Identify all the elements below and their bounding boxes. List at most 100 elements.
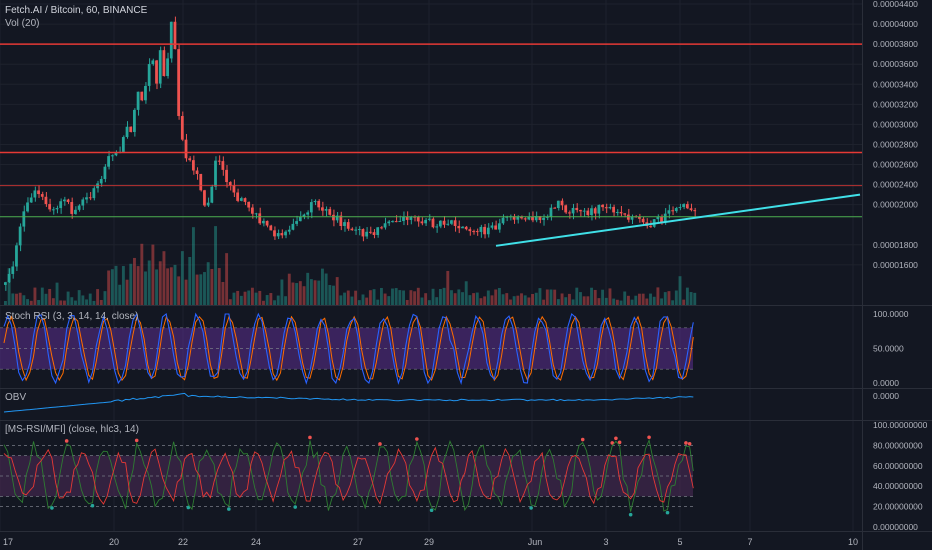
volume-bar (276, 295, 280, 305)
volume-bar (335, 277, 339, 305)
ms-overbought-dot (415, 437, 419, 441)
volume-bar (309, 279, 313, 305)
candle-body (346, 222, 350, 229)
candle-body (265, 220, 269, 226)
candle-body (405, 216, 409, 220)
volume-bar (674, 290, 678, 305)
candle-body (29, 197, 33, 203)
candle-body (553, 207, 557, 209)
volume-bar (534, 292, 538, 305)
volume-bar (140, 243, 144, 305)
candle-body (354, 229, 357, 231)
candle-body (221, 161, 225, 170)
candle-body (545, 216, 549, 218)
volume-bar (413, 291, 417, 305)
volume-bar (405, 299, 409, 305)
volume-bar (29, 300, 33, 305)
volume-bar (51, 298, 55, 305)
volume-bar (564, 297, 568, 305)
price-tick-label: 0.00003200 (873, 99, 918, 109)
volume-bar (70, 297, 74, 305)
volume-bar (579, 292, 582, 305)
volume-bar (262, 300, 265, 305)
volume-bar (302, 286, 306, 305)
volume-bar (520, 293, 523, 305)
candle-body (214, 160, 217, 187)
volume-bar (512, 296, 516, 305)
volume-bar (225, 253, 229, 305)
volume-bar (324, 273, 328, 305)
volume-bar (15, 293, 18, 305)
volume-bar (394, 288, 398, 305)
volume-bar (62, 300, 66, 305)
volume-bar (604, 297, 608, 305)
volume-bar (538, 288, 542, 305)
volume-bar (280, 279, 284, 305)
candle-body (147, 64, 151, 86)
candle-body (468, 229, 472, 232)
volume-bar (166, 268, 170, 305)
ms-oversold-dot (529, 506, 533, 510)
volume-bar (103, 291, 107, 305)
volume-bar (85, 299, 88, 305)
volume-bar (549, 289, 553, 305)
stoch-tick-label: 0.0000 (873, 378, 899, 388)
candle-body (531, 216, 534, 221)
volume-bar (59, 300, 63, 305)
ms-overbought-dot (614, 436, 618, 441)
candle-body (236, 192, 240, 201)
candle-body (685, 204, 689, 209)
volume-bar (265, 295, 269, 305)
volume-bar (40, 287, 44, 305)
ms-overbought-dot (610, 441, 615, 445)
candle-body (472, 231, 475, 233)
candle-body (457, 225, 461, 229)
candle-body (228, 182, 232, 186)
candle-body (663, 213, 667, 223)
volume-bar (317, 280, 321, 305)
ms-oversold-dot (665, 510, 670, 515)
volume-bar (88, 293, 92, 305)
volume-bar (107, 270, 111, 305)
candle-body (368, 231, 372, 233)
volume-bar (450, 290, 453, 305)
volume-bar (155, 269, 159, 305)
candle-body (81, 199, 85, 206)
x-tick-label: 10 (848, 537, 858, 547)
volume-bar (298, 281, 302, 305)
volume-bar (660, 298, 664, 305)
candle-body (77, 205, 81, 210)
stoch-tick-label: 50.0000 (873, 344, 904, 354)
volume-bar (693, 292, 697, 305)
volume-bar (383, 293, 387, 305)
candle-body (479, 226, 483, 232)
volume-bar (188, 257, 192, 305)
x-tick-label: 20 (109, 537, 119, 547)
candle-body (217, 160, 221, 162)
candle-body (191, 160, 195, 171)
candle-body (612, 206, 616, 213)
candle-body (232, 185, 236, 193)
volume-bar (239, 295, 243, 305)
volume-bar (247, 290, 251, 305)
x-tick-label: 29 (424, 537, 434, 547)
volume-bar (678, 276, 682, 305)
volume-bar (273, 300, 276, 305)
ms-oversold-dot (90, 503, 95, 508)
candle-body (534, 216, 538, 221)
volume-bar (634, 295, 638, 305)
volume-bar (689, 292, 693, 305)
candle-body (615, 211, 619, 213)
x-tick-label: 3 (603, 537, 608, 547)
volume-bar (556, 299, 560, 305)
ms-overbought-dot (647, 435, 651, 440)
candle-body (203, 190, 206, 206)
candle-body (51, 209, 55, 211)
volume-bar (571, 299, 575, 305)
candle-body (365, 231, 369, 237)
candle-body (250, 207, 254, 214)
candle-body (671, 210, 674, 212)
stoch-k-line (3, 312, 694, 386)
volume-bar (372, 289, 376, 305)
